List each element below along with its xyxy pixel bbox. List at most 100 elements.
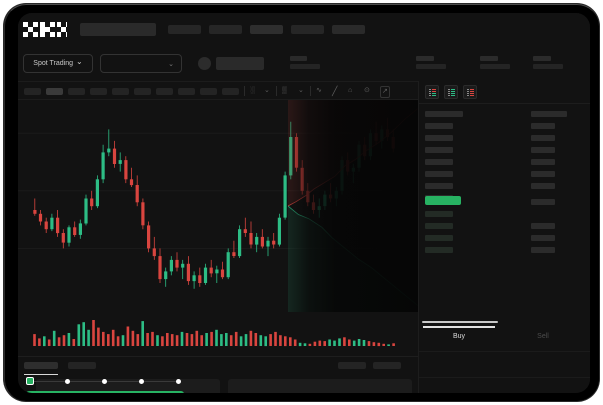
orders-panel-right[interactable] (228, 379, 412, 393)
sub-header: Spot Trading ⌄ ⌄ (18, 47, 590, 81)
spot-trading-dropdown[interactable]: Spot Trading ⌄ (23, 54, 93, 73)
search-input[interactable] (80, 23, 156, 36)
ticker-change (290, 64, 320, 69)
stat-value (533, 64, 563, 69)
fullscreen-icon[interactable]: ↗ (380, 86, 390, 98)
line-tool-icon[interactable]: ∿ (316, 87, 322, 94)
orderbook-right-row[interactable] (531, 123, 555, 129)
orderbook-right-row[interactable] (531, 247, 555, 253)
bottom-tab-active-indicator (24, 374, 58, 375)
orderbook-right-row[interactable] (531, 159, 555, 165)
top-header (18, 13, 590, 47)
slider-mark-75[interactable] (139, 378, 144, 384)
tab-sell[interactable]: Sell (537, 333, 549, 340)
bottom-action-2[interactable] (373, 362, 401, 369)
orderbook-ask-row[interactable] (425, 159, 453, 165)
stat-block-2 (480, 56, 510, 69)
nav-item-2[interactable] (209, 25, 242, 34)
amount-slider[interactable] (26, 377, 184, 385)
timeframe-button-10[interactable] (222, 88, 239, 95)
stat-label (416, 56, 434, 61)
orderbook-scrollbar[interactable] (422, 321, 498, 323)
timeframe-button-2[interactable] (46, 88, 63, 95)
indicator-icon[interactable]: ▒ (282, 87, 287, 94)
bottom-tab-2[interactable] (68, 362, 96, 369)
slider-mark-100[interactable] (176, 378, 181, 384)
nav-item-3[interactable] (250, 25, 283, 34)
toolbar-divider-2 (276, 86, 277, 96)
slider-mark-25[interactable] (65, 378, 70, 384)
slider-handle[interactable] (26, 377, 34, 385)
orderbook-right-row[interactable] (531, 111, 567, 117)
timeframe-button-5[interactable] (112, 88, 129, 95)
orderbook-bid-row[interactable] (425, 235, 453, 241)
stat-block-1 (416, 56, 446, 69)
timeframe-button-3[interactable] (68, 88, 85, 95)
orderbook-ask-row[interactable] (425, 147, 453, 153)
orderbook-current-price[interactable] (425, 196, 461, 205)
bottom-action-1[interactable] (338, 362, 366, 369)
nav-item-1[interactable] (168, 25, 201, 34)
orderbook-right-row[interactable] (531, 147, 555, 153)
orderbook-right-row[interactable] (531, 171, 555, 177)
timeframe-button-1[interactable] (24, 88, 41, 95)
orderbook-view-asks-icon[interactable] (463, 85, 477, 99)
stat-block-3 (533, 56, 563, 69)
slider-mark-50[interactable] (102, 378, 107, 384)
depth-chart-overlay (288, 100, 418, 312)
price-chart[interactable] (18, 100, 418, 356)
magnet-icon[interactable]: ⌂ (348, 87, 353, 94)
tab-buy[interactable]: Buy (452, 333, 466, 340)
ticker-price (290, 56, 307, 61)
bottom-tab-1[interactable] (24, 362, 58, 369)
orderbook-ask-row[interactable] (425, 123, 453, 129)
orderbook-bid-row[interactable] (425, 211, 453, 217)
ticker-name (216, 57, 264, 70)
indicator-chevron-icon[interactable]: ⌄ (298, 87, 304, 94)
order-form-divider-2 (419, 377, 590, 378)
orders-panel-left[interactable] (36, 379, 220, 393)
chevron-down-icon: ⌄ (76, 57, 83, 66)
timeframe-button-8[interactable] (178, 88, 195, 95)
timeframe-button-4[interactable] (90, 88, 107, 95)
candle-type-chevron-icon[interactable]: ⌄ (264, 87, 270, 94)
trade-tabs: Buy Sell (419, 326, 590, 348)
orderbook-right-row[interactable] (531, 199, 555, 205)
orders-section (18, 356, 418, 393)
orderbook-ask-row[interactable] (425, 111, 463, 117)
orderbook-view-toggles (425, 85, 477, 99)
settings-icon[interactable]: ⊙ (364, 87, 370, 94)
orderbook-bid-row[interactable] (425, 223, 453, 229)
orderbook-ask-row[interactable] (425, 183, 453, 189)
orderbook-divider (419, 103, 590, 104)
nav-item-4[interactable] (291, 25, 324, 34)
stat-value (480, 64, 510, 69)
timeframe-button-6[interactable] (134, 88, 151, 95)
orderbook-right-row[interactable] (531, 135, 555, 141)
device-frame: Spot Trading ⌄ ⌄ (4, 4, 599, 401)
app-screen: Spot Trading ⌄ ⌄ (18, 13, 590, 393)
pair-select-dropdown[interactable]: ⌄ (100, 54, 182, 73)
timeframe-button-7[interactable] (156, 88, 173, 95)
chart-toolbar: ░ ⌄ ▒ ⌄ ∿ ╱ ⌂ ⊙ ↗ (18, 81, 418, 100)
orderbook-ask-row[interactable] (425, 135, 453, 141)
okx-logo[interactable] (23, 22, 67, 38)
nav-item-5[interactable] (332, 25, 365, 34)
pencil-icon[interactable]: ╱ (332, 86, 338, 96)
timeframe-button-9[interactable] (200, 88, 217, 95)
orderbook-right-row[interactable] (531, 235, 555, 241)
orderbook-right-row[interactable] (531, 223, 555, 229)
submit-order-button[interactable] (26, 391, 184, 393)
orderbook-view-both-icon[interactable] (425, 85, 439, 99)
orderbook-ask-row[interactable] (425, 171, 453, 177)
candle-type-icon[interactable]: ░ (250, 87, 255, 94)
stat-value (416, 64, 446, 69)
stat-label (533, 56, 551, 61)
orderbook-view-bids-icon[interactable] (444, 85, 458, 99)
volume-series (33, 320, 395, 347)
orderbook-bid-row[interactable] (425, 247, 453, 253)
order-form-divider-1 (419, 351, 590, 352)
orderbook-right-row[interactable] (531, 183, 555, 189)
spot-trading-label: Spot Trading (33, 60, 73, 67)
stat-label (480, 56, 498, 61)
